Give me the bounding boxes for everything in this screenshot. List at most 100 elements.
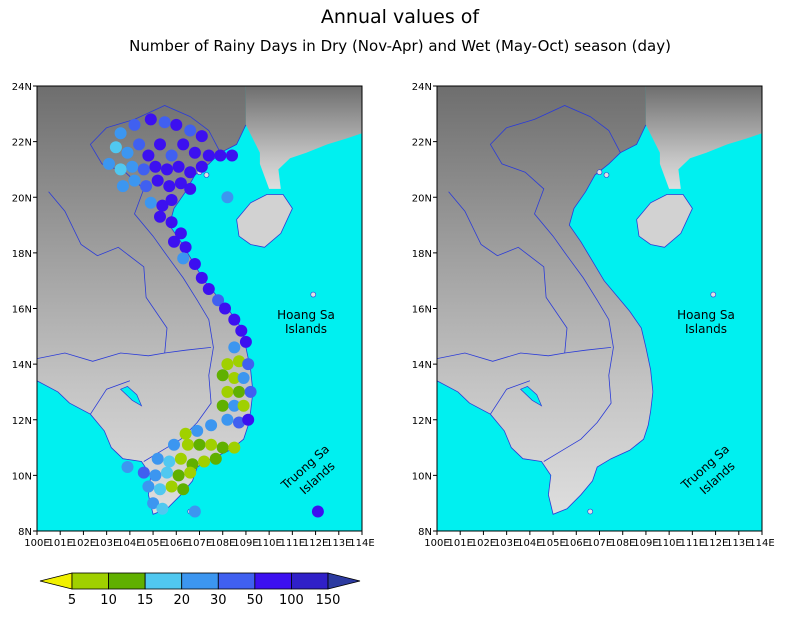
station-point xyxy=(163,180,176,193)
lat-tick-label: 18N xyxy=(12,249,32,260)
lat-tick-label: 24N xyxy=(12,82,32,93)
station-point xyxy=(195,160,208,173)
station-point xyxy=(158,116,171,129)
station-point xyxy=(103,157,115,170)
colorbar-segment xyxy=(108,572,146,590)
station-point xyxy=(228,372,241,384)
station-point xyxy=(149,160,162,173)
lon-tick-label: 102E xyxy=(71,538,96,549)
lon-tick-label: 114E xyxy=(349,538,374,549)
lon-tick-label: 101E xyxy=(48,538,73,549)
lon-tick-label: 107E xyxy=(587,538,612,549)
station-point xyxy=(177,252,190,265)
map-base-left xyxy=(37,86,362,531)
station-point xyxy=(233,416,245,429)
lon-tick-label: 112E xyxy=(303,538,328,549)
station-point xyxy=(233,385,245,398)
lat-tick-label: 10N xyxy=(12,471,32,482)
station-point xyxy=(114,163,127,176)
station-point xyxy=(228,313,241,326)
island-label-hoang-sa-right-2: Islands xyxy=(685,322,727,336)
station-point xyxy=(242,413,255,426)
station-point xyxy=(188,258,201,270)
station-point xyxy=(161,466,173,479)
station-point xyxy=(198,455,211,468)
station-point xyxy=(179,241,192,254)
station-point xyxy=(149,469,162,482)
station-point xyxy=(221,385,234,398)
lon-tick-label: 100E xyxy=(24,538,49,549)
station-point xyxy=(184,124,197,137)
lat-tick-label: 16N xyxy=(412,305,432,316)
colorbar-label: 30 xyxy=(210,593,227,608)
station-point xyxy=(214,149,227,162)
colorbar: 5 10 15 20 30 50 100 150 xyxy=(39,572,361,608)
lon-tick-label: 104E xyxy=(117,538,142,549)
station-point xyxy=(156,199,169,212)
station-point xyxy=(209,452,222,465)
colorbar-high-arrow xyxy=(327,572,361,590)
station-point xyxy=(216,441,229,454)
station-point xyxy=(195,130,208,143)
lon-tick-label: 105E xyxy=(140,538,165,549)
station-point xyxy=(165,480,178,493)
colorbar-segment xyxy=(254,572,292,590)
lon-tick-label: 108E xyxy=(610,538,635,549)
station-point xyxy=(126,160,139,173)
station-point xyxy=(168,438,180,451)
lon-tick-label: 111E xyxy=(680,538,705,549)
colorbar-segment xyxy=(291,572,329,590)
station-point xyxy=(202,283,215,295)
station-point xyxy=(205,438,218,451)
lon-tick-label: 110E xyxy=(656,538,681,549)
station-point xyxy=(228,399,241,412)
lon-tick-label: 113E xyxy=(726,538,751,549)
station-point xyxy=(142,149,155,162)
station-point xyxy=(193,438,206,451)
colorbar-low-arrow xyxy=(39,572,73,590)
station-point xyxy=(121,461,134,473)
station-point xyxy=(133,138,146,151)
station-point xyxy=(168,235,180,248)
map-panel-left xyxy=(37,86,362,531)
lat-tick-label: 14N xyxy=(412,360,432,371)
map-panel-right xyxy=(437,86,762,531)
station-point xyxy=(151,452,164,465)
lon-tick-label: 114E xyxy=(749,538,774,549)
station-point xyxy=(221,358,234,371)
lon-tick-label: 103E xyxy=(94,538,119,549)
lat-tick-label: 22N xyxy=(412,138,432,149)
station-point xyxy=(165,216,178,229)
lon-tick-label: 110E xyxy=(256,538,281,549)
title-line-2: Number of Rainy Days in Dry (Nov-Apr) an… xyxy=(129,37,671,55)
station-point xyxy=(144,113,157,126)
lat-tick-label: 14N xyxy=(12,360,32,371)
station-point xyxy=(174,227,187,240)
station-point xyxy=(174,452,187,465)
station-point xyxy=(219,302,231,315)
station-point xyxy=(221,191,234,204)
colorbar-label: 100 xyxy=(279,593,304,608)
station-point xyxy=(205,419,218,432)
lon-tick-label: 112E xyxy=(703,538,728,549)
lat-tick-label: 8N xyxy=(18,527,32,538)
colorbar-label: 150 xyxy=(316,593,341,608)
axis-ticks-left: 100E101E102E103E104E105E106E107E108E109E… xyxy=(12,82,375,549)
station-point xyxy=(154,138,166,151)
station-point xyxy=(237,372,250,384)
station-point xyxy=(154,210,166,223)
station-point xyxy=(237,399,250,412)
station-point xyxy=(172,469,185,482)
station-point xyxy=(172,160,185,173)
station-point xyxy=(188,505,201,518)
colorbar-label: 5 xyxy=(68,593,76,608)
island-label-hoang-sa-left-2: Islands xyxy=(285,322,327,336)
lat-tick-label: 18N xyxy=(412,249,432,260)
station-point xyxy=(226,149,238,162)
station-point xyxy=(144,196,157,209)
station-point xyxy=(128,118,141,131)
station-point xyxy=(156,502,169,515)
lon-tick-label: 108E xyxy=(210,538,235,549)
station-point xyxy=(142,480,155,493)
